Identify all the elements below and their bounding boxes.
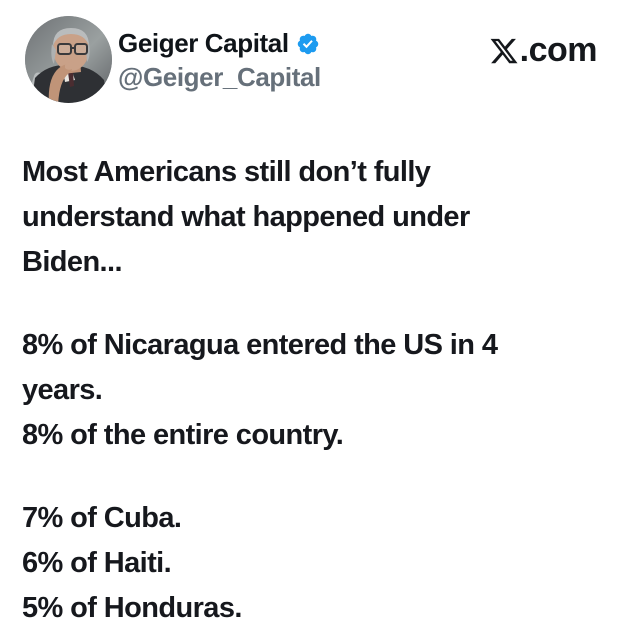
tweet-text-line: years. [22, 374, 103, 406]
tweet-text-line: 8% of the entire country. [22, 419, 344, 451]
tweet-text: Most Americans still don’t fully underst… [22, 150, 612, 640]
author-block: Geiger Capital @Geiger_Capital [118, 29, 321, 91]
x-logo-icon [490, 38, 518, 63]
tweet-text-line: 5% of Honduras. [22, 592, 242, 624]
verified-badge-icon [297, 34, 318, 55]
site-suffix: .com [519, 31, 598, 69]
tweet-text-line: Biden... [22, 246, 123, 278]
tweet-paragraph: 8% of Nicaragua entered the US in 4 year… [22, 323, 612, 458]
tweet-text-line: understand what happened under [22, 201, 470, 233]
tweet-text-line: 6% of Haiti. [22, 547, 172, 579]
tweet-paragraph: 7% of Cuba. 6% of Haiti. 5% of Honduras. [22, 496, 612, 631]
avatar-image [25, 16, 112, 103]
site-label: .com [489, 31, 598, 69]
display-name[interactable]: Geiger Capital [118, 28, 289, 58]
avatar[interactable] [25, 16, 112, 103]
tweet-text-line: Most Americans still don’t fully [22, 156, 431, 188]
tweet-header: Geiger Capital @Geiger_Capital .com [25, 16, 607, 111]
tweet-text-line: 8% of Nicaragua entered the US in 4 [22, 329, 498, 361]
tweet-text-line: 7% of Cuba. [22, 502, 182, 534]
tweet-paragraph: Most Americans still don’t fully underst… [22, 150, 612, 285]
handle[interactable]: @Geiger_Capital [118, 61, 321, 92]
